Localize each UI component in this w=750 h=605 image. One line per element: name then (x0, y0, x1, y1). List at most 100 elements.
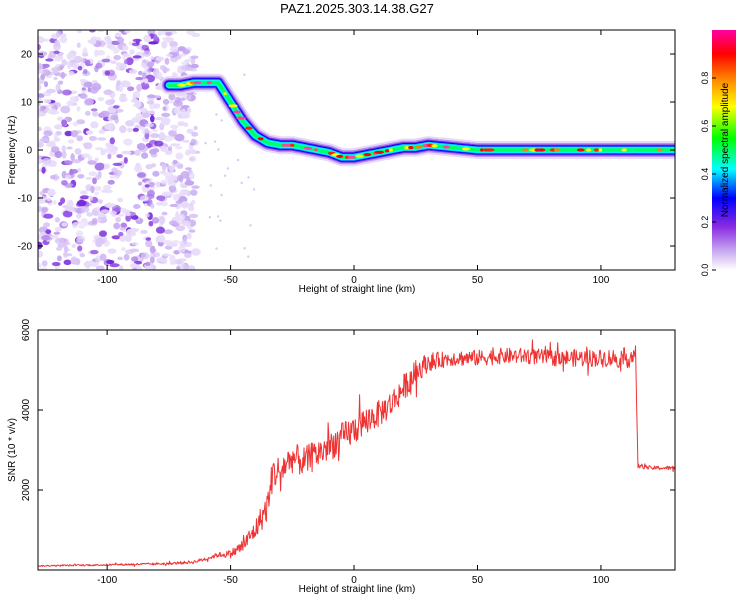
noise-speckle (55, 30, 62, 38)
noise-speckle (76, 135, 84, 142)
noise-speckle (132, 55, 142, 59)
ridge-hotspot (594, 148, 599, 152)
noise-speckle (72, 121, 79, 127)
noise-speckle (57, 243, 66, 248)
noise-speckle (145, 213, 150, 218)
noise-speckle (53, 231, 61, 235)
noise-speckle (133, 204, 141, 209)
noise-speckle (50, 146, 60, 153)
noise-speckle (60, 71, 66, 80)
noise-speckle (136, 143, 146, 151)
noise-speckle (167, 37, 175, 43)
noise-speckle (101, 58, 111, 63)
noise-speckle (160, 201, 168, 207)
noise-speckle (174, 133, 185, 142)
noise-speckle (45, 58, 54, 62)
ridge-hotspot (537, 148, 546, 152)
ridge-hotspot (374, 150, 385, 154)
ridge-hotspot (389, 148, 393, 152)
noise-speckle (113, 222, 121, 230)
noise-speckle (180, 170, 190, 179)
noise-speckle (64, 245, 69, 254)
noise-speckle (87, 160, 97, 165)
noise-speckle (90, 108, 98, 112)
noise-speckle (132, 127, 139, 132)
noise-speckle (149, 102, 155, 110)
noise-speckle (95, 174, 100, 181)
noise-speckle (161, 40, 168, 49)
noise-speckle (169, 45, 179, 53)
noise-speckle (151, 217, 160, 224)
noise-speckle (136, 83, 143, 92)
noise-speckle (107, 153, 112, 160)
noise-speckle (57, 80, 64, 85)
noise-speckle (125, 57, 134, 66)
ridge-hotspot (403, 146, 410, 150)
noise-speckle (169, 261, 177, 265)
noise-speckle (83, 142, 93, 150)
noise-speckle (84, 98, 95, 106)
noise-speckle (60, 197, 66, 204)
noise-speckle (55, 246, 63, 251)
noise-speckle (162, 106, 167, 111)
noise-speckle (77, 167, 82, 173)
noise-speckle (114, 32, 121, 38)
noise-speckle (116, 154, 123, 159)
noise-speckle (85, 59, 91, 67)
noise-speckle (122, 45, 129, 51)
noise-speckle (59, 64, 65, 69)
noise-speckle (110, 60, 117, 64)
x-tick-label: 0 (351, 275, 357, 286)
noise-speckle (182, 49, 190, 55)
noise-speckle (140, 82, 150, 90)
noise-speckle (49, 234, 59, 239)
noise-speckle (155, 56, 165, 62)
noise-speckle (53, 50, 60, 54)
noise-speckle (184, 180, 195, 186)
noise-speckle (143, 78, 149, 84)
noise-speckle (164, 57, 170, 65)
noise-speckle (63, 160, 73, 166)
noise-speckle (159, 65, 167, 71)
noise-speckle (243, 73, 246, 77)
noise-speckle (83, 221, 89, 227)
ridge-hotspot (347, 155, 356, 159)
noise-speckle (146, 100, 155, 105)
noise-speckle (113, 169, 123, 176)
noise-speckle (50, 66, 61, 72)
noise-speckle (48, 143, 56, 147)
ridge-hotspot (461, 147, 471, 151)
noise-speckle (118, 231, 124, 237)
noise-speckle (53, 133, 59, 140)
noise-speckle (97, 30, 105, 33)
noise-speckle (148, 110, 156, 115)
noise-speckle (167, 181, 177, 187)
noise-speckle (76, 237, 86, 242)
noise-speckle (149, 148, 158, 155)
noise-speckle (62, 89, 72, 96)
noise-speckle (130, 98, 139, 103)
noise-speckle (133, 57, 140, 62)
noise-speckle (129, 49, 135, 55)
noise-speckle (78, 224, 86, 229)
noise-speckle (181, 65, 190, 71)
ridge-hotspot (431, 144, 438, 148)
snr-series-line (38, 339, 675, 567)
noise-speckle (70, 153, 75, 161)
noise-speckle (165, 53, 173, 58)
x-tick-label: 0 (351, 575, 357, 586)
noise-speckle (54, 226, 62, 232)
ridge-hotspot (314, 148, 318, 152)
noise-speckle (157, 234, 166, 243)
colorbar-tick-label: 0.8 (700, 72, 710, 85)
noise-speckle (51, 261, 61, 267)
noise-speckle (175, 146, 183, 150)
noise-speckle (76, 199, 87, 207)
noise-speckle (148, 181, 155, 188)
noise-speckle (53, 76, 58, 81)
noise-speckle (146, 94, 157, 99)
noise-speckle (123, 253, 130, 261)
noise-speckle (38, 262, 42, 269)
noise-speckle (120, 222, 127, 229)
